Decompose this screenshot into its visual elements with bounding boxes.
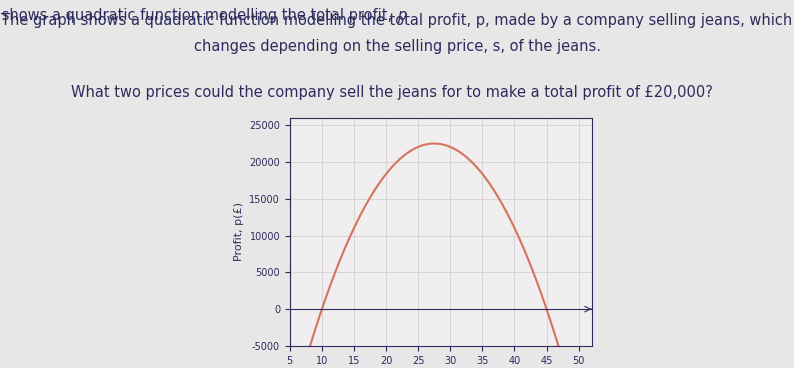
Text: The graph shows a quadratic function modelling the total profit,: The graph shows a quadratic function mod… xyxy=(0,8,397,23)
Text: What two prices could the company sell the jeans for to make a total profit of £: What two prices could the company sell t… xyxy=(71,85,713,100)
Y-axis label: Profit, p(£): Profit, p(£) xyxy=(233,202,244,261)
Text: p: p xyxy=(397,8,407,23)
Text: changes depending on the selling price, ​s​, of the jeans.: changes depending on the selling price, … xyxy=(194,39,600,54)
Text: The graph shows a quadratic function modelling the total profit, ​p​, made by a : The graph shows a quadratic function mod… xyxy=(2,13,792,28)
